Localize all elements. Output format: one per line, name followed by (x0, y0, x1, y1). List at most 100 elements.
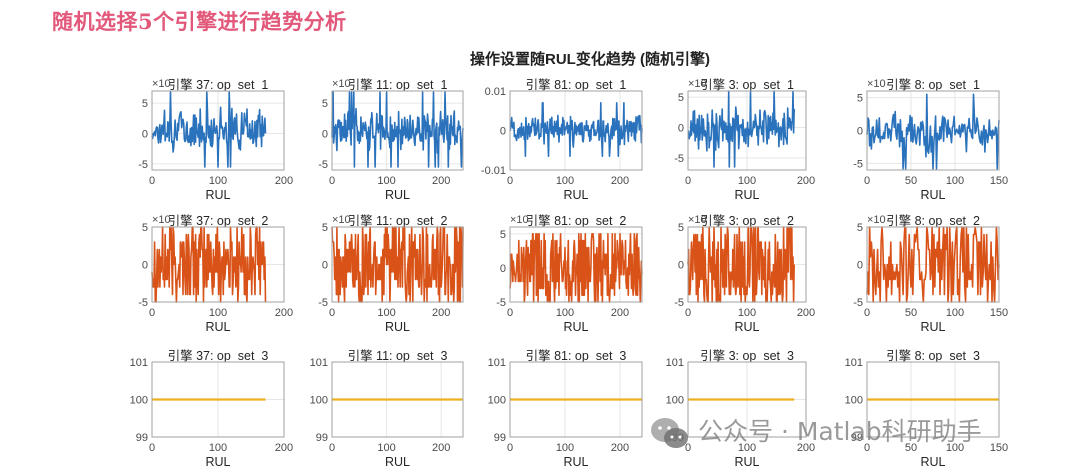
svg-text:100: 100 (209, 442, 227, 454)
svg-text:150: 150 (990, 442, 1008, 454)
svg-text:99: 99 (136, 432, 148, 444)
svg-text:×10: ×10 (867, 214, 886, 226)
watermark-text: 公众号 · Matlab科研助手 (698, 417, 982, 446)
svg-text:200: 200 (432, 442, 450, 454)
x-axis-label: RUL (205, 455, 231, 469)
svg-text:×10: ×10 (332, 78, 351, 90)
subplot-engine-8-row-3: 引擎 8: op_set_3 RUL 0 50 100 150 99 100 101 (845, 349, 1009, 469)
svg-text:100: 100 (556, 175, 574, 187)
subplot-title: 引擎 3: op_set_3 (700, 349, 794, 363)
x-axis-label: RUL (563, 320, 589, 334)
svg-text:101: 101 (666, 357, 684, 369)
x-axis-label: RUL (384, 455, 410, 469)
svg-text:200: 200 (797, 307, 815, 319)
plot-area: 0 50 100 150-505×10 (853, 78, 1008, 187)
subplot-title: 引擎 8: op_set_3 (886, 349, 980, 363)
x-axis-label: RUL (384, 320, 410, 334)
svg-text:50: 50 (905, 442, 917, 454)
svg-text:0: 0 (857, 260, 863, 272)
svg-text:100: 100 (310, 395, 328, 407)
svg-text:0.01: 0.01 (485, 86, 506, 98)
subplot-engine-3-row-1: 引擎 3: op_set_1 RUL 0 100 200 -5 0 5 ×10 (674, 78, 815, 202)
subplot-title: 引擎 11: op_set_3 (347, 349, 448, 363)
plot-area: 0 50 100 150 99 100 101 (845, 357, 1009, 454)
x-axis-label: RUL (734, 455, 760, 469)
svg-text:0: 0 (142, 129, 148, 141)
svg-text:5: 5 (857, 93, 863, 105)
svg-text:-5: -5 (138, 159, 148, 171)
svg-text:0: 0 (500, 126, 506, 138)
svg-text:150: 150 (990, 307, 1008, 319)
svg-text:150: 150 (990, 175, 1008, 187)
subplot-title: 引擎 8: op_set_2 (886, 214, 980, 228)
svg-text:100: 100 (130, 395, 148, 407)
plot-area: 0 100 200-505×10 (138, 78, 293, 187)
x-axis-label: RUL (205, 188, 231, 202)
subplot-engine-11-row-1: 引擎 11: op_set_1 RUL 0 100 200 -5 0 5 ×10 (318, 78, 464, 202)
svg-text:0: 0 (507, 442, 513, 454)
data-line (866, 93, 1000, 170)
svg-text:0: 0 (142, 260, 148, 272)
svg-text:200: 200 (432, 307, 450, 319)
plot-area: 0 100 200-505×10 (318, 214, 464, 319)
plot-area: 0 100 200-505×10 (138, 214, 293, 319)
x-axis-label: RUL (384, 188, 410, 202)
subplot-engine-81-row-3: 引擎 81: op_set_3 RUL 0 100 200 99 100 101 (488, 349, 643, 469)
svg-text:5: 5 (142, 222, 148, 234)
svg-text:×10: ×10 (152, 214, 171, 226)
svg-text:5: 5 (500, 229, 506, 241)
subplot-title: 引擎 81: op_set_1 (525, 78, 627, 92)
svg-text:200: 200 (275, 175, 293, 187)
svg-text:100: 100 (209, 175, 227, 187)
svg-text:5: 5 (142, 98, 148, 110)
plot-area: 0 100 200 99 100 101 (488, 357, 643, 454)
x-axis-label: RUL (563, 188, 589, 202)
svg-text:-5: -5 (138, 297, 148, 309)
svg-text:99: 99 (494, 432, 506, 444)
plot-area: 0 100 200 99 100 101 (310, 357, 464, 454)
svg-text:0: 0 (678, 122, 684, 134)
svg-text:100: 100 (946, 175, 964, 187)
svg-text:0: 0 (685, 307, 691, 319)
svg-text:×10: ×10 (688, 214, 707, 226)
svg-text:×10: ×10 (332, 214, 351, 226)
data-line (509, 233, 643, 303)
svg-text:200: 200 (797, 175, 815, 187)
svg-text:0: 0 (864, 307, 870, 319)
subplot-title: 引擎 11: op_set_1 (347, 78, 448, 92)
subplot-engine-11-row-2: 引擎 11: op_set_2 RUL 0 100 200 -5 0 5 ×10 (318, 214, 464, 334)
subplot-engine-37-row-2: 引擎 37: op_set_2 RUL 0 100 200 -5 0 5 ×10 (138, 214, 293, 334)
svg-text:101: 101 (130, 357, 148, 369)
svg-text:100: 100 (946, 442, 964, 454)
svg-text:-5: -5 (318, 159, 328, 171)
plot-area: 0 100 200-505×10 (318, 78, 464, 187)
data-line (331, 226, 464, 303)
x-axis-label: RUL (734, 188, 760, 202)
svg-text:0: 0 (149, 307, 155, 319)
svg-text:100: 100 (738, 442, 756, 454)
svg-text:100: 100 (666, 395, 684, 407)
svg-text:100: 100 (377, 307, 395, 319)
svg-text:101: 101 (845, 357, 863, 369)
figure-title: 操作设置随RUL变化趋势 (随机引擎) (470, 51, 710, 68)
svg-text:5: 5 (322, 222, 328, 234)
subplot-title: 引擎 37: op_set_2 (167, 214, 269, 228)
subplot-title: 引擎 37: op_set_3 (167, 349, 269, 363)
plot-area: 0 100 200-505×10 (674, 78, 815, 187)
svg-text:0: 0 (329, 442, 335, 454)
subplot-title: 引擎 3: op_set_2 (700, 214, 794, 228)
svg-text:0: 0 (507, 175, 513, 187)
svg-text:-5: -5 (853, 158, 863, 170)
x-axis-label: RUL (920, 455, 946, 469)
svg-text:200: 200 (797, 442, 815, 454)
page-heading: 随机选择5个引擎进行趋势分析 (52, 9, 347, 34)
svg-text:×10: ×10 (867, 78, 886, 90)
svg-text:0: 0 (322, 129, 328, 141)
data-line (687, 226, 795, 303)
svg-text:0: 0 (500, 263, 506, 275)
svg-text:-0.01: -0.01 (481, 165, 506, 177)
plot-area: 0 50 100 150-505×10 (853, 214, 1008, 319)
svg-text:100: 100 (488, 395, 506, 407)
subplot-title: 引擎 11: op_set_2 (347, 214, 448, 228)
